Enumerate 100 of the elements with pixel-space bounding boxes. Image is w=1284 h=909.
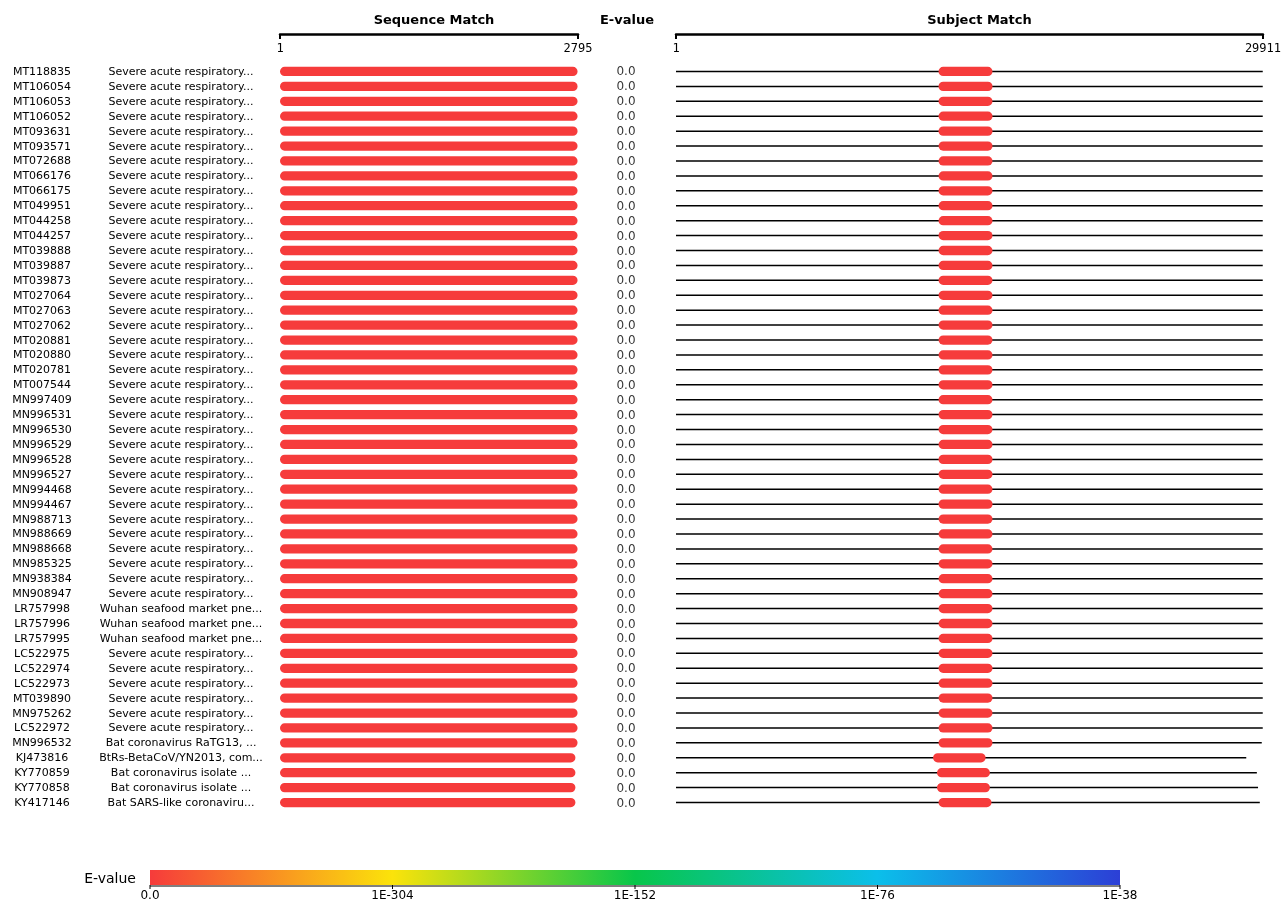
bar bbox=[938, 290, 993, 300]
bar bbox=[938, 574, 993, 584]
category-label: MT066175 Severe acute respiratory... bbox=[12, 184, 254, 198]
x-tick-label: 1 bbox=[672, 41, 680, 55]
data-label: 0.0 bbox=[616, 691, 636, 706]
bar bbox=[938, 723, 993, 733]
bar bbox=[938, 260, 993, 271]
bar bbox=[938, 618, 993, 629]
bar bbox=[933, 753, 986, 763]
category-label: MN996529 Severe acute respiratory... bbox=[12, 437, 254, 451]
bar bbox=[938, 305, 993, 315]
data-label: 0.0 bbox=[616, 765, 636, 780]
bar bbox=[938, 141, 993, 151]
data-label: 0.0 bbox=[616, 124, 636, 139]
category-label: MT106054 Severe acute respiratory... bbox=[12, 79, 254, 93]
data-label: 0.0 bbox=[616, 213, 636, 228]
bar bbox=[938, 156, 993, 166]
bar bbox=[938, 544, 993, 554]
data-label: 0.0 bbox=[616, 795, 636, 810]
bar bbox=[938, 245, 993, 256]
category-label: MN985325 Severe acute respiratory... bbox=[12, 557, 254, 571]
category-label: MT049951 Severe acute respiratory... bbox=[12, 199, 254, 213]
data-label: 0.0 bbox=[616, 333, 636, 348]
data-label: 0.0 bbox=[616, 661, 636, 676]
data-label: 0.0 bbox=[616, 183, 636, 198]
data-label: 0.0 bbox=[616, 720, 636, 735]
data-label: 0.0 bbox=[616, 482, 636, 497]
data-label: 0.0 bbox=[616, 631, 636, 646]
category-label: MN996528 Severe acute respiratory... bbox=[12, 452, 254, 466]
text: E-value bbox=[599, 12, 655, 27]
category-label: MT093631 Severe acute respiratory... bbox=[12, 124, 254, 138]
data-label: 0.0 bbox=[616, 556, 636, 571]
category-label: MT039888 Severe acute respiratory... bbox=[12, 244, 254, 257]
bar bbox=[938, 365, 993, 375]
data-label: 0.0 bbox=[616, 362, 636, 377]
chart-title: Subject Match bbox=[927, 12, 1032, 27]
data-label: 0.0 bbox=[616, 512, 636, 527]
data-label: 0.0 bbox=[616, 601, 636, 616]
category-label: MN996527 Severe acute respiratory... bbox=[12, 467, 254, 481]
category-label: LR757995 Wuhan seafood market pne... bbox=[14, 631, 263, 645]
data-label: 0.0 bbox=[616, 318, 636, 333]
category-label: MN994467 Severe acute respiratory... bbox=[12, 497, 254, 511]
category-label: MN994468 Severe acute respiratory... bbox=[12, 482, 254, 496]
category-label: MN975262 Severe acute respiratory... bbox=[12, 706, 254, 720]
category-label: KY770859 Bat coronavirus isolate ... bbox=[14, 766, 252, 780]
text: 1E-76 bbox=[860, 888, 895, 902]
data-label: 0.0 bbox=[616, 706, 636, 721]
bar bbox=[938, 335, 993, 345]
bar bbox=[938, 409, 993, 420]
data-label: 0.0 bbox=[616, 452, 636, 467]
category-label: MT039890 Severe acute respiratory... bbox=[12, 691, 254, 705]
x-tick-label: 1 bbox=[276, 41, 284, 55]
data-label: 0.0 bbox=[616, 198, 636, 213]
data-label: 0.0 bbox=[616, 94, 636, 109]
data-label: 0.0 bbox=[616, 153, 636, 168]
data-label: 0.0 bbox=[616, 780, 636, 795]
category-label: MT039873 Severe acute respiratory... bbox=[12, 273, 254, 287]
category-label: MT044257 Severe acute respiratory... bbox=[12, 229, 254, 243]
category-label: MN908947 Severe acute respiratory... bbox=[12, 587, 254, 601]
data-label: 0.0 bbox=[616, 228, 636, 243]
data-label: 0.0 bbox=[616, 586, 636, 601]
bar bbox=[938, 126, 993, 136]
category-label: MT118835 Severe acute respiratory... bbox=[12, 64, 254, 78]
data-label: 0.0 bbox=[616, 347, 636, 362]
chart-title: Sequence Match bbox=[373, 12, 495, 27]
text: 1E-38 bbox=[1102, 888, 1138, 902]
category-label: MT106052 Severe acute respiratory... bbox=[12, 109, 254, 123]
category-label: MN988668 Severe acute respiratory... bbox=[12, 542, 254, 556]
data-label: 0.0 bbox=[616, 422, 636, 437]
category-label: LC522973 Severe acute respiratory... bbox=[14, 676, 254, 690]
bar bbox=[938, 350, 993, 360]
bar bbox=[938, 201, 993, 211]
bar bbox=[938, 738, 993, 748]
data-label: 0.0 bbox=[616, 407, 636, 422]
data-label: 0.0 bbox=[616, 676, 636, 691]
bar bbox=[938, 66, 993, 77]
bar bbox=[938, 320, 993, 330]
category-label: MN938384 Severe acute respiratory... bbox=[12, 572, 254, 586]
category-label: MT044258 Severe acute respiratory... bbox=[12, 214, 254, 228]
category-label: LR757996 Wuhan seafood market pne... bbox=[14, 617, 263, 630]
bar bbox=[938, 96, 993, 106]
category-label: MT093571 Severe acute respiratory... bbox=[12, 139, 254, 153]
category-label: MT020781 Severe acute respiratory... bbox=[12, 363, 254, 377]
category-label: MT066176 Severe acute respiratory... bbox=[12, 169, 254, 183]
data-label: 0.0 bbox=[616, 79, 636, 94]
bar bbox=[938, 484, 993, 494]
bar bbox=[938, 424, 993, 435]
bar bbox=[938, 275, 993, 285]
category-label: LC522975 Severe acute respiratory... bbox=[14, 646, 254, 660]
category-label: MT020880 Severe acute respiratory... bbox=[12, 348, 254, 362]
text: 1E-152 bbox=[613, 888, 657, 902]
data-label: 0.0 bbox=[616, 526, 636, 541]
data-label: 0.0 bbox=[616, 64, 636, 79]
category-label: MN997409 Severe acute respiratory... bbox=[12, 393, 254, 407]
category-label: MT027064 Severe acute respiratory... bbox=[12, 288, 254, 302]
data-label: 0.0 bbox=[616, 377, 636, 392]
data-label: 0.0 bbox=[616, 273, 636, 288]
category-label: MT072688 Severe acute respiratory... bbox=[12, 154, 254, 168]
data-label: 0.0 bbox=[616, 735, 636, 750]
bar bbox=[938, 797, 992, 808]
